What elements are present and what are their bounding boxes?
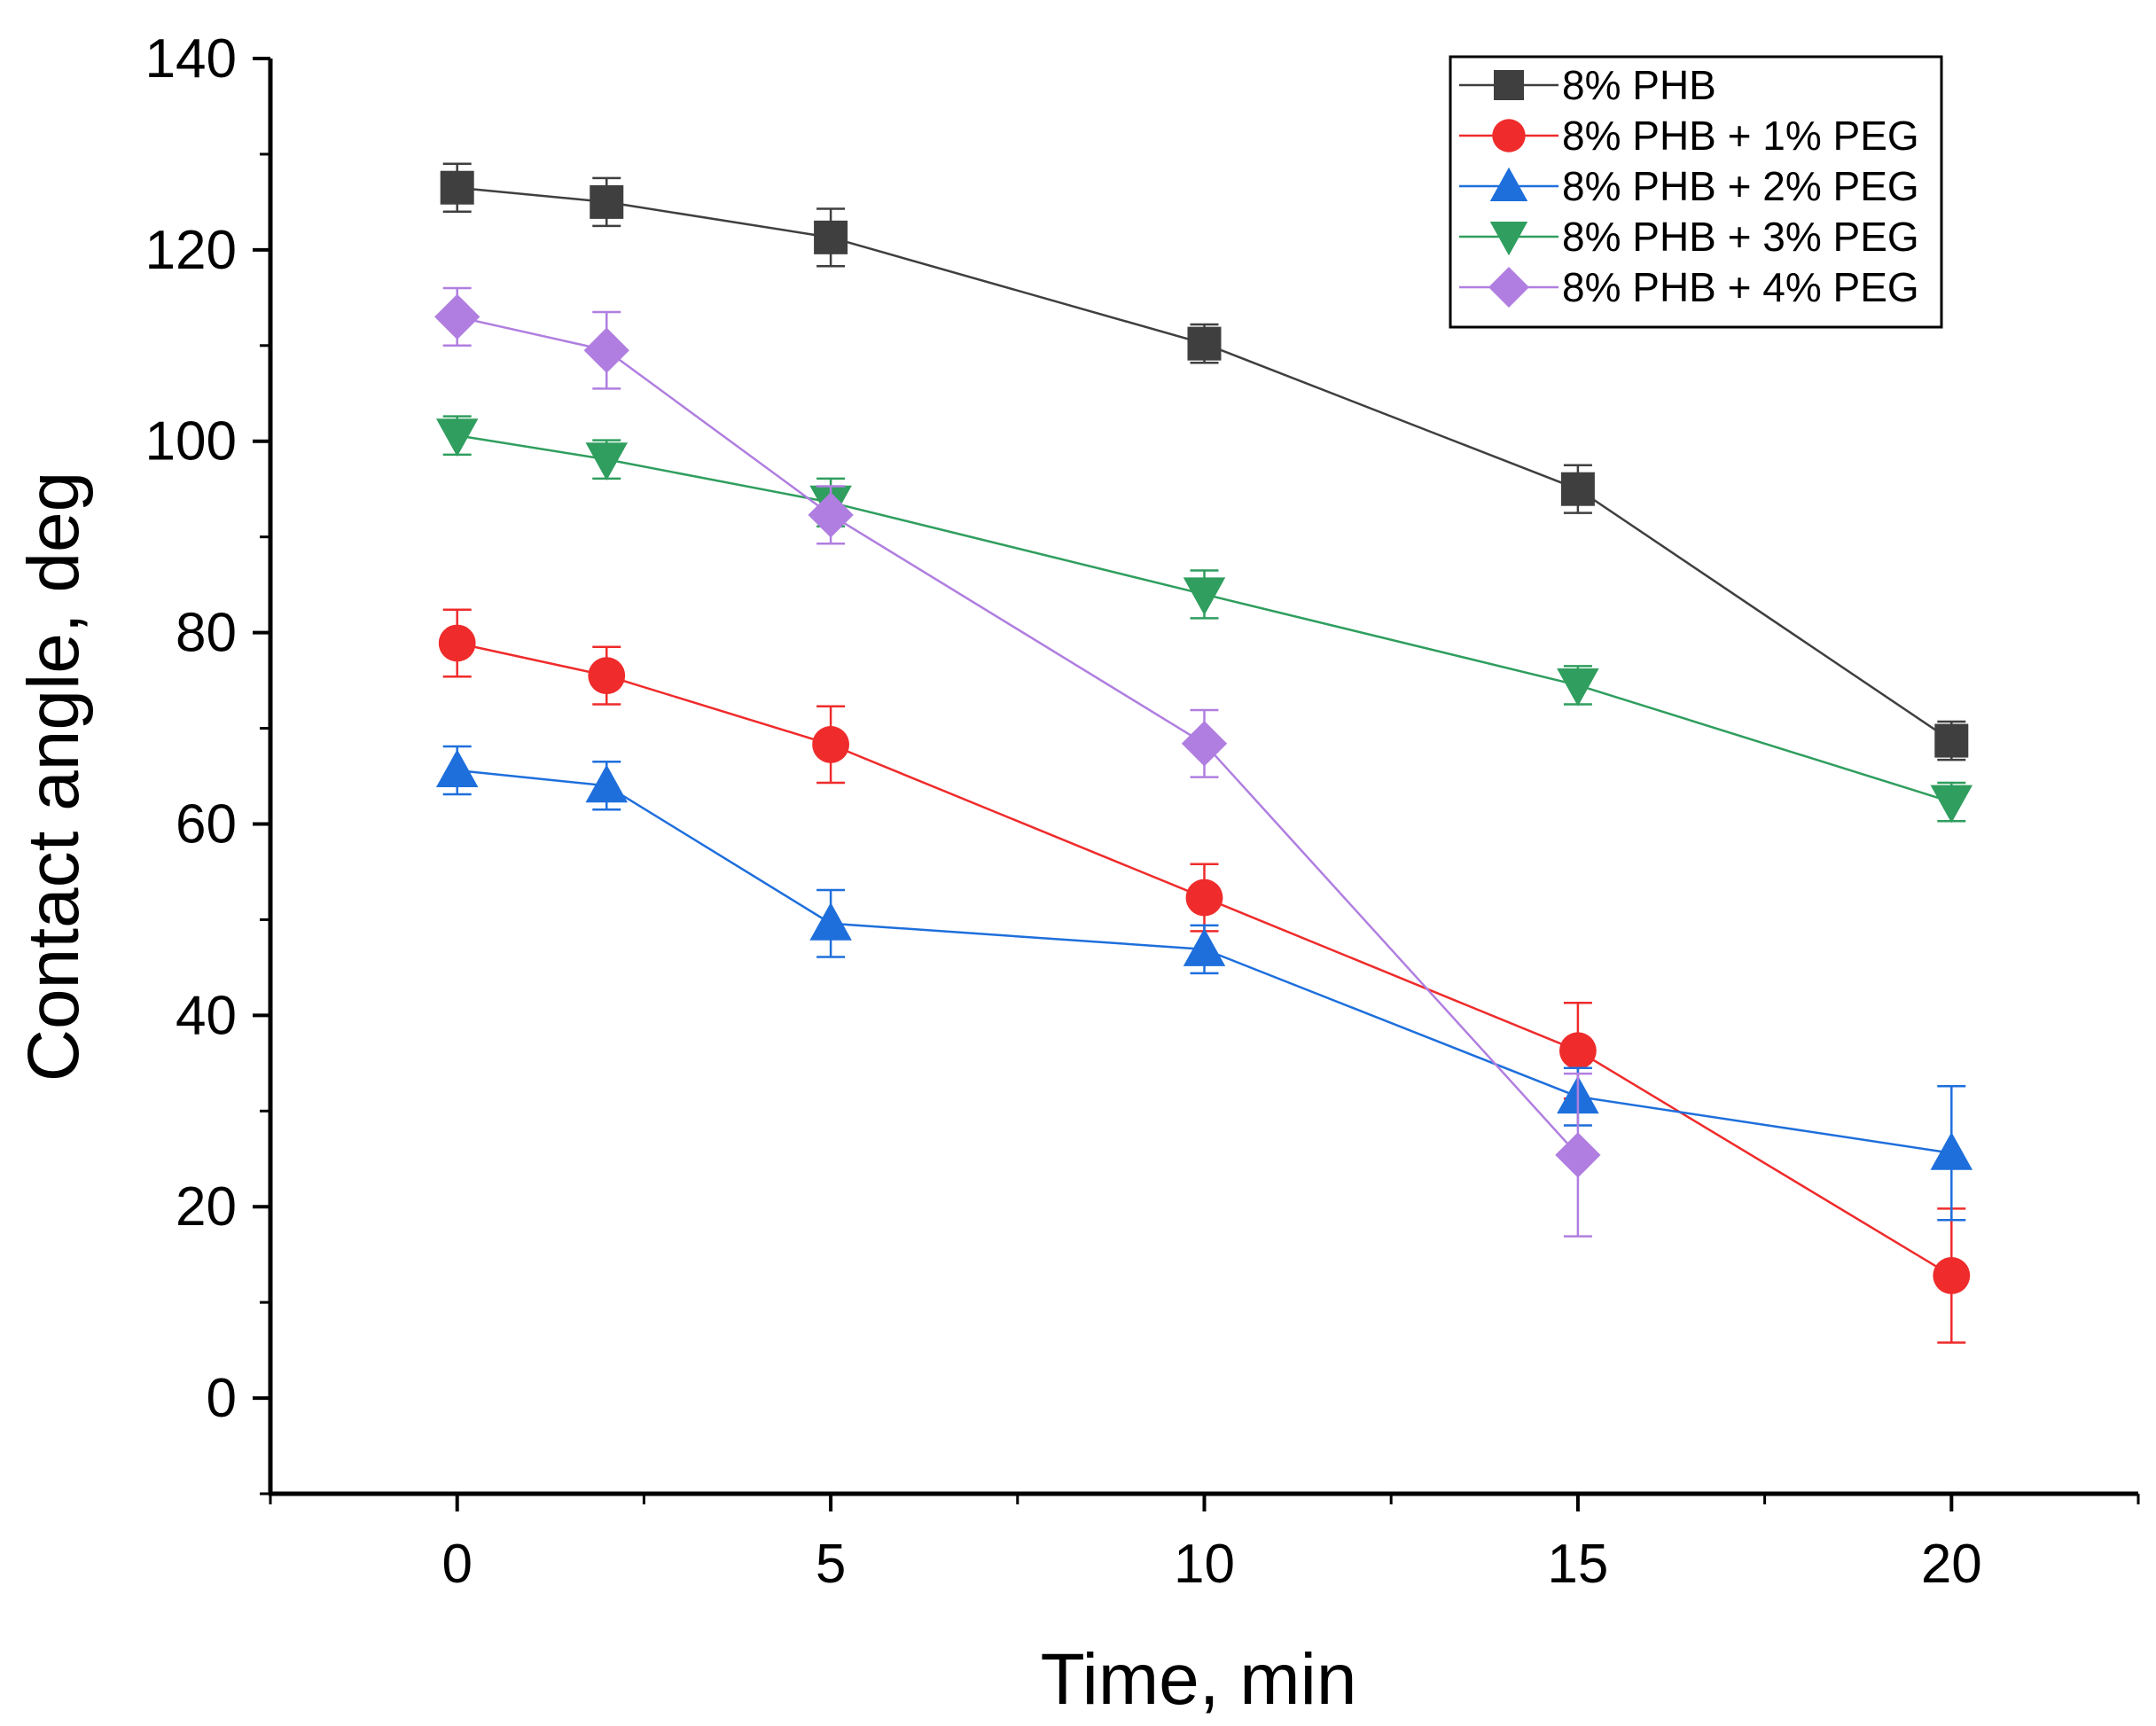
data-point (1559, 1032, 1597, 1070)
data-point (1185, 879, 1223, 917)
y-tick-label: 0 (207, 1368, 237, 1429)
legend-entry: 8% PHB + 2% PEG (1459, 163, 1919, 209)
legend-entry: 8% PHB + 1% PEG (1459, 113, 1919, 159)
data-point (1934, 723, 1969, 758)
x-tick-label: 15 (1547, 1534, 1608, 1595)
x-tick-label: 0 (441, 1534, 472, 1595)
legend-marker (1489, 222, 1528, 256)
y-tick-label: 60 (176, 793, 237, 855)
data-point (1933, 1257, 1971, 1294)
y-tick-label: 40 (176, 985, 237, 1046)
x-tick-label: 10 (1174, 1534, 1235, 1595)
data-point (434, 293, 480, 340)
legend-marker (1492, 119, 1526, 152)
series-line (457, 769, 1952, 1154)
data-point (1930, 785, 1973, 824)
axes: 0 20 40 60 80 100 120 140 0 5 10 15 20 (145, 28, 2140, 1595)
series-line (457, 642, 1952, 1277)
data-point (1555, 1132, 1601, 1178)
data-point (583, 327, 629, 373)
data-point (1930, 1132, 1973, 1170)
data-point (585, 764, 629, 803)
data-point (585, 442, 629, 480)
y-tick-label: 100 (145, 411, 237, 473)
legend-marker (1489, 167, 1528, 201)
series-layer (434, 162, 1973, 1344)
x-tick-label: 20 (1921, 1534, 1982, 1595)
series-1 (440, 162, 1969, 761)
series-line (457, 186, 1952, 742)
y-tick-label: 120 (145, 220, 237, 281)
data-point (1183, 577, 1226, 616)
legend-marker (1494, 70, 1524, 100)
data-point (814, 220, 848, 254)
data-point (1187, 326, 1222, 361)
legend-label: 8% PHB + 1% PEG (1562, 113, 1919, 159)
x-axis-title: Time, min (1041, 1639, 1357, 1720)
data-point (1183, 928, 1226, 966)
data-point (588, 657, 626, 695)
legend-entry: 8% PHB + 3% PEG (1459, 214, 1919, 260)
legend-entry: 8% PHB (1459, 62, 1716, 108)
data-point (808, 492, 854, 538)
series-4 (435, 415, 1973, 824)
series-3 (435, 745, 1973, 1222)
legend-label: 8% PHB + 2% PEG (1562, 163, 1919, 209)
data-point (809, 902, 852, 941)
data-point (435, 418, 479, 457)
y-tick-label: 80 (176, 603, 237, 664)
data-point (438, 624, 476, 662)
data-point (440, 170, 474, 205)
legend-entry: 8% PHB + 4% PEG (1459, 264, 1919, 310)
legend-label: 8% PHB (1562, 62, 1716, 108)
legend-box (1449, 55, 1943, 329)
x-tick-label: 5 (816, 1534, 846, 1595)
data-point (812, 725, 849, 763)
series-5 (434, 286, 1601, 1238)
data-point (590, 184, 624, 219)
data-point (1560, 472, 1595, 506)
y-tick-label: 140 (145, 28, 237, 90)
y-axis-title: Contact angle, deg (13, 472, 94, 1082)
data-point (435, 749, 479, 788)
legend-label: 8% PHB + 4% PEG (1562, 264, 1919, 310)
legend-marker (1488, 267, 1529, 308)
data-point (1557, 668, 1599, 707)
series-line (457, 434, 1952, 803)
data-point (1181, 721, 1228, 767)
y-tick-label: 20 (176, 1176, 237, 1238)
legend-label: 8% PHB + 3% PEG (1562, 214, 1919, 260)
